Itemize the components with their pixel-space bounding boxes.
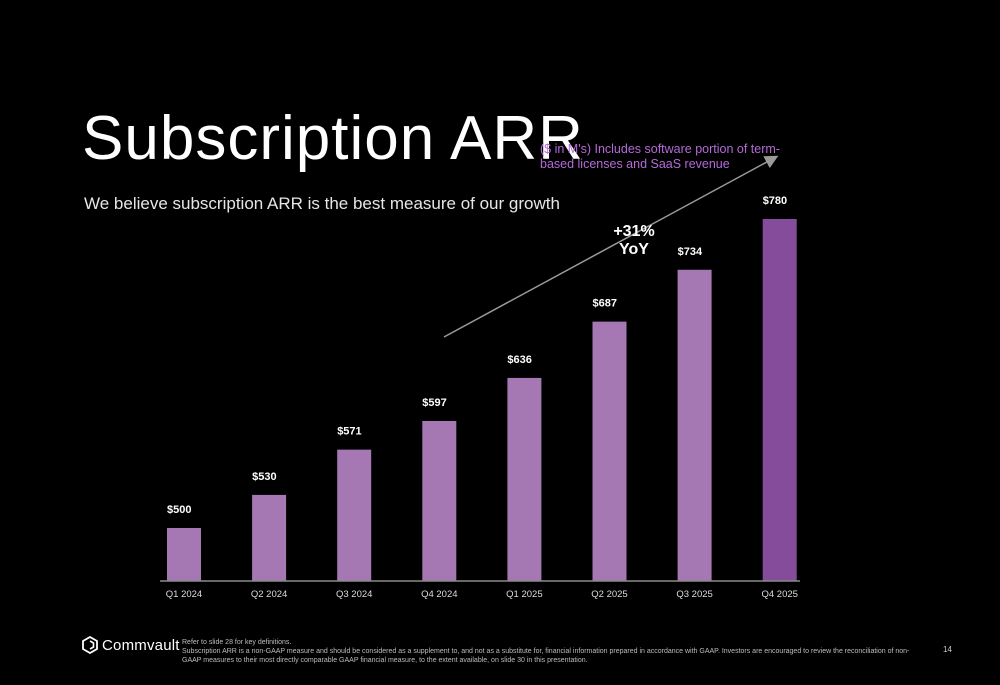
data-label: $597 <box>422 397 446 409</box>
growth-percent: +31% <box>613 223 654 240</box>
data-label: $780 <box>763 195 787 207</box>
x-tick-label: Q1 2025 <box>506 589 542 600</box>
x-tick-label: Q3 2025 <box>676 589 712 600</box>
data-label: $734 <box>678 246 703 258</box>
bars-layer: $500 Q1 2024 $530 Q2 2024 $571 Q3 2024 $597 Q4 … <box>166 195 798 600</box>
footnote-definitions: Refer to slide 28 for key definitions. <box>182 639 292 646</box>
bar-q2-2024 <box>252 494 287 581</box>
page-number: 14 <box>943 645 952 654</box>
page-title: Subscription ARR <box>82 104 584 173</box>
bar-q1-2025 <box>507 377 542 581</box>
growth-yoy: YoY <box>619 241 649 258</box>
bar-q1-2024 <box>167 528 201 581</box>
bar-q4-2025 <box>762 219 797 581</box>
commvault-logo-icon <box>82 636 98 654</box>
footnote: Refer to slide 28 for key definitions. S… <box>182 638 922 665</box>
x-tick-label: Q3 2024 <box>336 589 372 600</box>
x-tick-label: Q1 2024 <box>166 589 202 600</box>
bar-q2-2025 <box>592 321 627 581</box>
x-tick-label: Q4 2025 <box>761 589 797 600</box>
data-label: $636 <box>507 354 531 366</box>
data-label: $571 <box>337 426 361 438</box>
bar-q3-2025 <box>677 269 712 581</box>
x-tick-label: Q4 2024 <box>421 589 457 600</box>
bar-q4-2024 <box>422 420 457 581</box>
units-note: ($ in M's) Includes software portion of … <box>540 142 780 171</box>
bar-q3-2024 <box>337 449 372 581</box>
footnote-gaap: Subscription ARR is a non-GAAP measure a… <box>182 648 910 664</box>
x-tick-label: Q2 2025 <box>591 589 627 600</box>
data-label: $530 <box>252 471 276 483</box>
x-tick-label: Q2 2024 <box>251 589 287 600</box>
growth-arrow <box>443 155 779 338</box>
data-label: $687 <box>593 298 617 310</box>
commvault-logo: Commvault <box>82 636 180 654</box>
data-label: $500 <box>167 504 191 516</box>
logo-wordmark: Commvault <box>102 636 180 654</box>
page-subtitle: We believe subscription ARR is the best … <box>84 194 560 213</box>
